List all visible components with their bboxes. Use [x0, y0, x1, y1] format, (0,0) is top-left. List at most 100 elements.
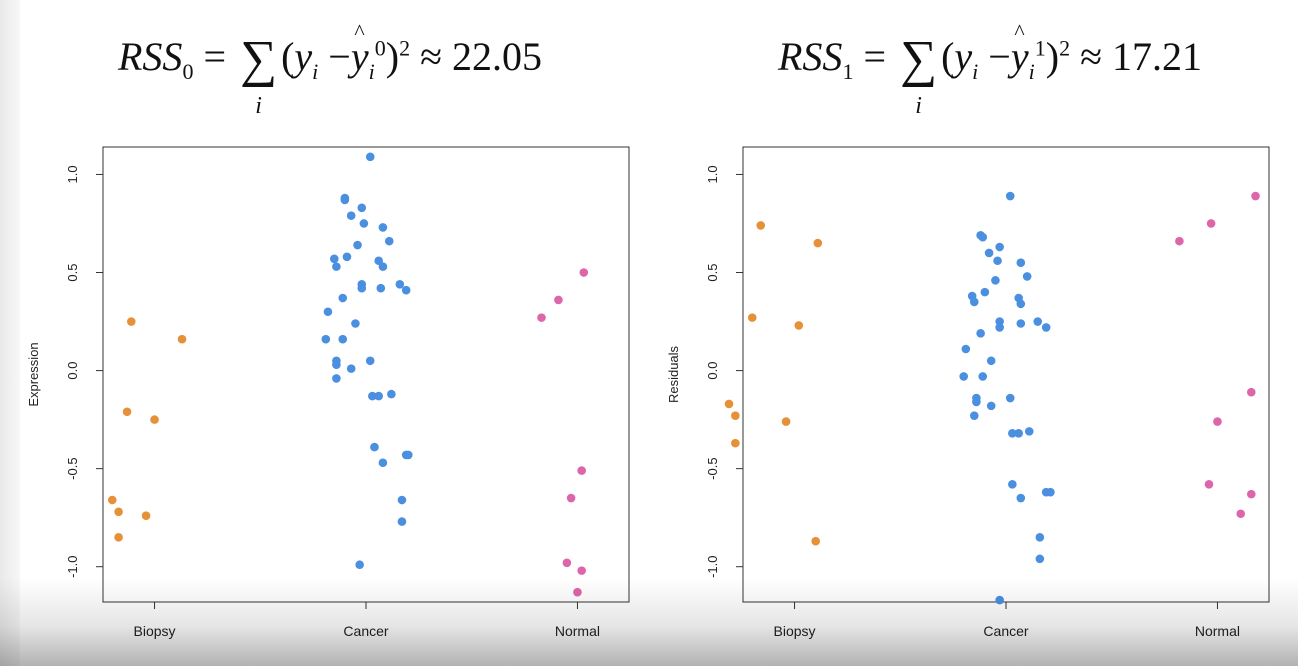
data-point-cancer — [384, 236, 394, 246]
data-point-cancer — [991, 276, 1000, 285]
data-point-normal — [1251, 191, 1260, 201]
data-point-cancer — [342, 252, 352, 262]
data-point-cancer — [397, 517, 407, 526]
data-point-cancer — [365, 356, 375, 366]
approx-symbol: ≈ — [420, 34, 443, 79]
data-point-biopsy — [756, 221, 766, 230]
model-superscript: 0 — [374, 35, 386, 61]
data-point-cancer — [1016, 319, 1026, 328]
rss-subscript: 1 — [842, 59, 854, 84]
data-point-cancer — [1008, 480, 1017, 489]
plot-frame — [742, 146, 1270, 603]
data-point-cancer — [976, 329, 985, 338]
data-point-cancer — [340, 195, 350, 205]
data-point-normal — [579, 268, 589, 277]
data-point-biopsy — [724, 399, 734, 409]
data-point-cancer — [1046, 487, 1055, 497]
data-point-biopsy — [126, 317, 136, 326]
data-point-normal — [577, 466, 586, 475]
data-point-cancer — [338, 293, 348, 303]
x-tick-label: Normal — [1195, 623, 1240, 639]
data-point-normal — [554, 295, 563, 305]
data-point-cancer — [995, 595, 1004, 605]
rss-label: RSS — [778, 34, 843, 79]
y-tick-label: -1.0 — [705, 555, 720, 577]
summation-index: i — [915, 93, 922, 119]
left-edge-strip — [0, 0, 20, 666]
data-point-biopsy — [122, 407, 132, 417]
approx-symbol: ≈ — [1080, 34, 1103, 79]
rss-value: 22.05 — [452, 34, 543, 79]
data-point-cancer — [401, 285, 411, 295]
data-point-biopsy — [731, 438, 740, 448]
x-tick-label: Normal — [555, 623, 600, 639]
x-tick-label: Cancer — [983, 623, 1028, 639]
data-point-biopsy — [114, 532, 123, 542]
y-tick-label: -0.5 — [65, 457, 80, 479]
data-point-cancer — [961, 344, 971, 354]
data-point-normal — [1206, 219, 1216, 228]
y-tick-label: -1.0 — [65, 555, 80, 577]
data-point-biopsy — [811, 536, 820, 546]
x-tick-label: Biopsy — [134, 623, 176, 639]
data-point-cancer — [378, 223, 388, 232]
data-point-normal — [1246, 387, 1256, 397]
data-point-cancer — [984, 248, 994, 258]
data-point-normal — [537, 313, 546, 322]
data-point-cancer — [1041, 323, 1051, 332]
data-point-cancer — [1014, 429, 1023, 438]
data-point-normal — [573, 587, 582, 597]
data-point-biopsy — [781, 417, 791, 426]
y-tick-label: 0.5 — [705, 263, 720, 281]
data-point-cancer — [986, 356, 996, 366]
data-point-cancer — [1016, 493, 1026, 503]
data-point-cancer — [332, 360, 341, 369]
data-point-cancer — [329, 254, 339, 264]
data-point-cancer — [969, 411, 979, 420]
data-point-cancer — [978, 232, 988, 242]
data-point-normal — [1246, 489, 1256, 499]
data-point-cancer — [355, 560, 364, 570]
data-point-normal — [577, 566, 586, 575]
data-point-cancer — [1008, 429, 1017, 438]
data-point-biopsy — [813, 238, 823, 248]
model-superscript: 1 — [1034, 35, 1046, 61]
data-point-normal — [1236, 509, 1246, 519]
data-point-cancer — [1024, 427, 1034, 436]
rss-subscript: 0 — [182, 59, 194, 84]
y-axis-label: Expression — [26, 342, 41, 406]
data-point-biopsy — [114, 507, 123, 517]
data-point-normal — [1175, 236, 1184, 246]
data-point-cancer — [1035, 532, 1045, 542]
data-point-biopsy — [794, 321, 804, 330]
data-point-cancer — [365, 152, 375, 162]
data-point-cancer — [995, 242, 1004, 252]
data-point-cancer — [959, 372, 969, 381]
data-point-cancer — [376, 283, 386, 293]
y-hat: y — [351, 21, 369, 77]
summation-symbol: ∑ i — [900, 31, 938, 119]
data-point-biopsy — [177, 334, 187, 344]
data-point-cancer — [351, 319, 360, 328]
x-tick-label: Cancer — [343, 623, 388, 639]
data-point-cancer — [321, 334, 331, 344]
data-point-cancer — [397, 495, 407, 505]
data-point-cancer — [378, 458, 388, 468]
data-point-normal — [1204, 480, 1214, 489]
data-point-cancer — [980, 287, 990, 297]
data-point-cancer — [332, 262, 341, 271]
data-point-biopsy — [150, 415, 159, 424]
data-point-cancer — [368, 391, 377, 401]
data-point-cancer — [1035, 554, 1045, 564]
data-point-cancer — [969, 297, 979, 307]
data-point-cancer — [357, 203, 367, 213]
y-tick-label: 1.0 — [65, 165, 80, 183]
data-point-cancer — [387, 389, 396, 399]
data-point-cancer — [323, 307, 333, 317]
y-tick-label: 1.0 — [705, 165, 720, 183]
data-point-cancer — [395, 279, 405, 289]
summation-index: i — [255, 93, 262, 119]
data-point-cancer — [370, 442, 379, 452]
rss-value: 17.21 — [1112, 34, 1203, 79]
data-point-cancer — [1022, 272, 1032, 281]
